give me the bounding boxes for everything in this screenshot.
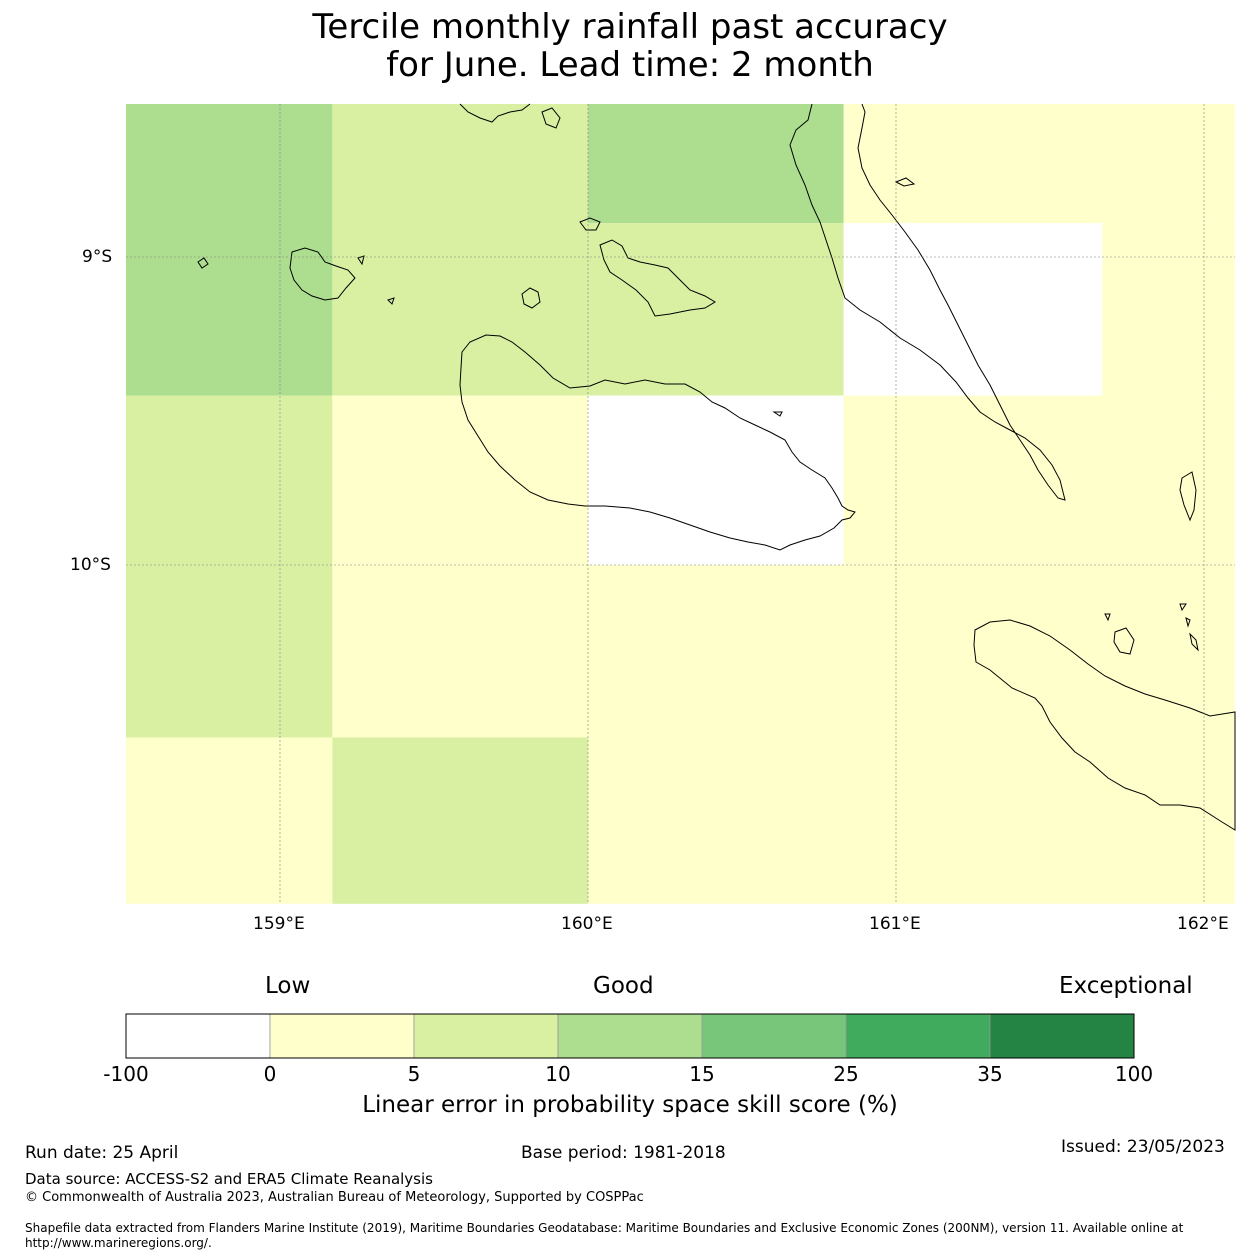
grid-cell bbox=[126, 737, 333, 904]
grid-cell bbox=[843, 104, 1235, 224]
colorbar-heading-good: Good bbox=[593, 973, 654, 999]
coastline-islet-9 bbox=[772, 411, 783, 417]
grid-cell bbox=[588, 223, 844, 396]
map-title-line-1: Tercile monthly rainfall past accuracy bbox=[312, 7, 948, 47]
lon-label-162e: 162°E bbox=[1177, 914, 1229, 934]
coastline-island-large bbox=[459, 334, 856, 551]
coastline-island-malaita bbox=[789, 103, 1066, 501]
coastline-islet-10 bbox=[1113, 627, 1135, 655]
grid-cell bbox=[588, 104, 844, 224]
coastline-islet-8 bbox=[1179, 471, 1197, 522]
colorbar-bin bbox=[701, 1013, 847, 1059]
issued-date: Issued: 23/05/2023 bbox=[1061, 1137, 1225, 1157]
grid-cell bbox=[588, 565, 1235, 904]
base-period: Base period: 1981-2018 bbox=[521, 1143, 726, 1163]
colorbar-label: Linear error in probability space skill … bbox=[362, 1092, 898, 1118]
lon-label-160e: 160°E bbox=[561, 914, 613, 934]
copyright: © Commonwealth of Australia 2023, Austra… bbox=[25, 1190, 644, 1205]
coastline-islet-6 bbox=[541, 107, 561, 129]
skill-score-grid bbox=[126, 104, 1235, 904]
grid-cell bbox=[126, 104, 333, 396]
colorbar-tick: -100 bbox=[103, 1062, 149, 1086]
run-date: Run date: 25 April bbox=[25, 1143, 179, 1163]
map-title-line-2: for June. Lead time: 2 month bbox=[386, 45, 874, 85]
coastline-islet-2 bbox=[521, 287, 541, 309]
coastline-islet-4 bbox=[357, 255, 365, 266]
colorbar-bin bbox=[413, 1013, 559, 1059]
coastlines bbox=[197, 103, 1236, 831]
colorbar-tick: 35 bbox=[977, 1062, 1003, 1086]
data-source: Data source: ACCESS-S2 and ERA5 Climate … bbox=[25, 1170, 433, 1188]
grid-cell bbox=[843, 395, 1235, 565]
lat-label-10s: 10°S bbox=[70, 555, 111, 575]
colorbar-tick: 5 bbox=[407, 1062, 421, 1086]
grid-cell bbox=[332, 737, 588, 904]
colorbar-bin bbox=[269, 1013, 415, 1059]
grid-cell bbox=[126, 395, 333, 738]
grid-cell bbox=[332, 395, 588, 565]
coastline-islet-11 bbox=[1104, 613, 1111, 622]
coastline-islet-1 bbox=[579, 217, 601, 231]
colorbar-bin bbox=[989, 1013, 1135, 1059]
grid-cell bbox=[843, 223, 1103, 396]
lat-label-9s: 9°S bbox=[82, 247, 113, 267]
colorbar-tick: 10 bbox=[545, 1062, 571, 1086]
colorbar-tick: 25 bbox=[833, 1062, 859, 1086]
coastline-islet-5 bbox=[387, 297, 395, 305]
colorbar-tick: 0 bbox=[263, 1062, 277, 1086]
colorbar-heading-low: Low bbox=[265, 973, 311, 999]
shapefile-credit: Shapefile data extracted from Flanders M… bbox=[25, 1221, 1184, 1250]
colorbar-bin bbox=[845, 1013, 991, 1059]
grid-cell bbox=[332, 104, 588, 396]
coastline-island-russell bbox=[289, 247, 356, 301]
colorbar-border bbox=[125, 1013, 1135, 1059]
coastline-island-top-left bbox=[459, 103, 531, 123]
colorbar-tick: 100 bbox=[1114, 1062, 1154, 1086]
lon-label-159e: 159°E bbox=[253, 914, 305, 934]
colorbar-bin bbox=[557, 1013, 703, 1059]
colorbar-heading-exceptional: Exceptional bbox=[1059, 973, 1193, 999]
grid-cell bbox=[332, 565, 588, 738]
coastline-island-nggela bbox=[599, 239, 716, 317]
coastline-island-makira bbox=[973, 619, 1236, 831]
coastline-islet-13 bbox=[1185, 617, 1191, 628]
grid-cell bbox=[1102, 223, 1235, 396]
coastline-islet-12 bbox=[1179, 603, 1187, 612]
colorbar bbox=[125, 1013, 1135, 1059]
colorbar-bin bbox=[125, 1013, 271, 1059]
coastline-islet-7 bbox=[894, 177, 916, 187]
coastline-islet-3 bbox=[197, 257, 209, 269]
graticule bbox=[126, 104, 1235, 904]
coastline-islet-14 bbox=[1189, 632, 1199, 652]
grid-cell bbox=[588, 395, 844, 565]
colorbar-tick: 15 bbox=[689, 1062, 715, 1086]
lon-label-161e: 161°E bbox=[869, 914, 921, 934]
